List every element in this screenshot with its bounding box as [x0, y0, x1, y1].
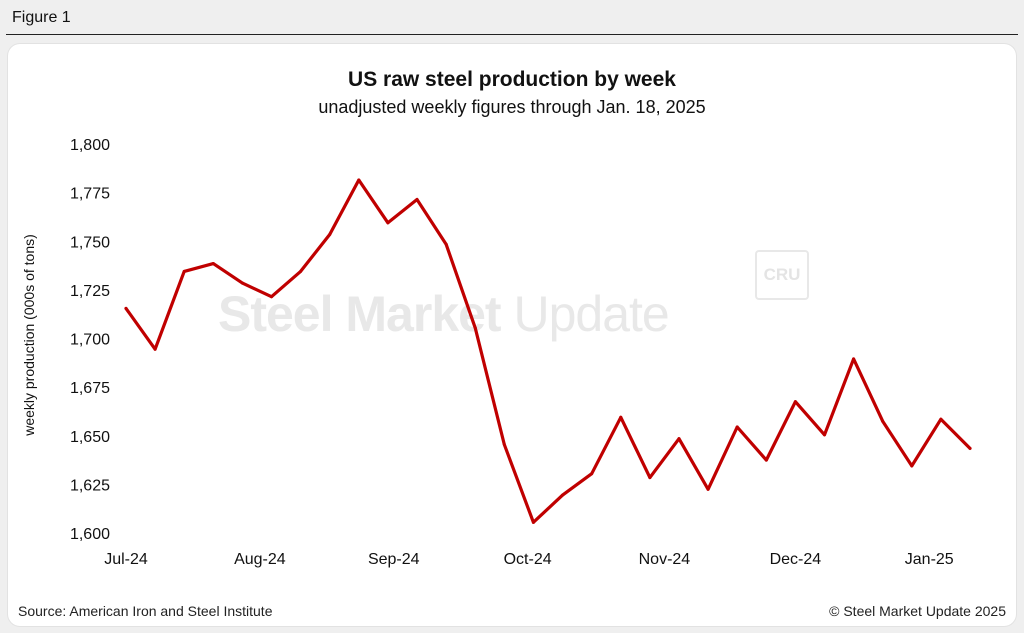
x-tick-label: Aug-24: [234, 551, 286, 568]
data-point: [270, 295, 274, 299]
data-point: [706, 487, 710, 491]
figure-label: Figure 1: [12, 9, 71, 26]
data-point: [939, 417, 943, 421]
y-axis-label: weekly production (000s of tons): [21, 234, 37, 437]
x-tick-label: Oct-24: [504, 551, 552, 568]
y-tick-label: 1,800: [70, 137, 110, 154]
y-tick-label: 1,725: [70, 283, 110, 300]
x-tick-label: Dec-24: [770, 551, 822, 568]
data-point: [561, 493, 565, 497]
data-point: [211, 262, 215, 266]
x-tick-label: Jul-24: [104, 551, 148, 568]
chart-panel: [8, 44, 1016, 626]
source-note: Source: American Iron and Steel Institut…: [18, 603, 273, 619]
data-point: [735, 425, 739, 429]
y-tick-label: 1,700: [70, 332, 110, 349]
data-point: [299, 269, 303, 273]
chart-subtitle: unadjusted weekly figures through Jan. 1…: [318, 97, 706, 117]
data-point: [240, 281, 244, 285]
copyright-note: © Steel Market Update 2025: [829, 603, 1006, 619]
data-point: [328, 232, 332, 236]
y-tick-label: 1,775: [70, 186, 110, 203]
data-point: [822, 433, 826, 437]
data-point: [444, 242, 448, 246]
data-point: [386, 221, 390, 225]
data-point: [648, 476, 652, 480]
chart-title: US raw steel production by week: [348, 68, 676, 91]
y-tick-label: 1,675: [70, 380, 110, 397]
data-point: [590, 472, 594, 476]
y-tick-label: 1,650: [70, 429, 110, 446]
data-point: [764, 458, 768, 462]
watermark-logo: Steel Market Update: [218, 286, 670, 342]
figure-header: Figure 1: [6, 6, 1018, 35]
data-point: [415, 197, 419, 201]
data-point: [473, 326, 477, 330]
y-tick-label: 1,750: [70, 234, 110, 251]
series-line: [124, 178, 972, 524]
data-point: [881, 419, 885, 423]
x-tick-label: Sep-24: [368, 551, 420, 568]
data-point: [182, 269, 186, 273]
y-tick-label: 1,625: [70, 477, 110, 494]
x-tick-label: Nov-24: [639, 551, 691, 568]
data-point: [502, 443, 506, 447]
data-point: [619, 415, 623, 419]
data-point: [677, 437, 681, 441]
data-point: [357, 178, 361, 182]
data-point: [793, 400, 797, 404]
x-tick-label: Jan-25: [905, 551, 954, 568]
watermark-badge: CRU: [755, 250, 809, 300]
data-point: [124, 306, 128, 310]
y-tick-label: 1,600: [70, 526, 110, 543]
data-point: [153, 347, 157, 351]
data-point: [531, 520, 535, 524]
data-point: [852, 357, 856, 361]
data-point: [968, 446, 972, 450]
data-point: [910, 464, 914, 468]
